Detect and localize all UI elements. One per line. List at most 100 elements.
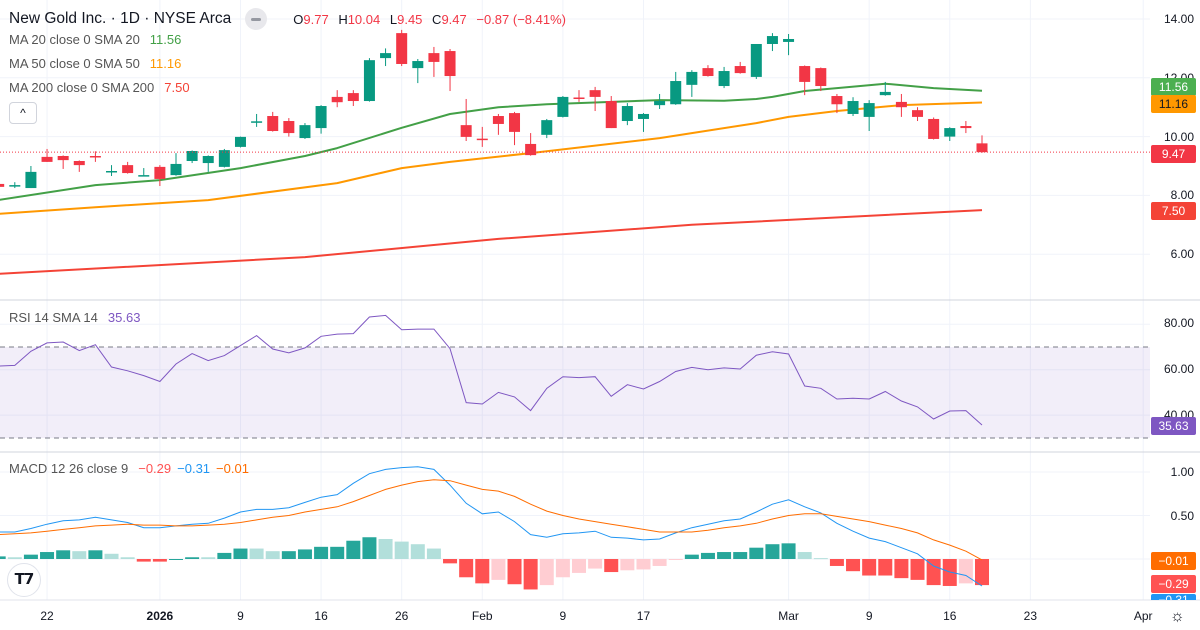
- macd-histogram-bar: [152, 559, 167, 562]
- candle-body: [396, 33, 408, 64]
- candle: [976, 135, 988, 153]
- macd-histogram-bar: [523, 559, 538, 590]
- ma200-value: 7.50: [164, 80, 190, 95]
- candle: [331, 90, 343, 108]
- macd-tick: 0.50: [1170, 509, 1194, 523]
- candle: [0, 183, 5, 187]
- candle-body: [315, 106, 327, 129]
- candle-body: [460, 125, 472, 137]
- time-tick: Mar: [778, 609, 799, 623]
- candle: [283, 118, 295, 137]
- open-value: 9.77: [303, 11, 329, 27]
- macd-pane: [0, 466, 989, 590]
- macd-histogram-bar: [862, 559, 877, 576]
- candle: [315, 105, 327, 134]
- macd-histogram-bar: [765, 544, 780, 559]
- time-tick: 9: [559, 609, 567, 623]
- candle-body: [557, 96, 569, 117]
- tradingview-logo[interactable]: 𝗧𝟳: [7, 563, 41, 597]
- candle: [9, 182, 21, 189]
- macd-histogram-bar: [668, 559, 683, 560]
- candle: [299, 123, 311, 139]
- ma20-line: [0, 82, 983, 201]
- legend-ma50[interactable]: MA 50 close 0 SMA 50 11.16: [9, 56, 181, 71]
- candle: [218, 148, 230, 168]
- candle: [170, 153, 182, 176]
- candle: [863, 100, 875, 132]
- candle: [960, 121, 972, 134]
- candle: [138, 168, 150, 177]
- candle-body: [476, 138, 488, 141]
- ma200-line: [0, 209, 983, 275]
- candle-body: [895, 101, 907, 108]
- candle-body: [734, 66, 746, 74]
- time-tick: 16: [314, 609, 328, 623]
- candle-body: [944, 128, 956, 137]
- macd-histogram-bar: [749, 547, 764, 559]
- candle-body: [509, 113, 521, 132]
- collapse-legend-button[interactable]: ^: [9, 102, 37, 124]
- candle-body: [879, 91, 891, 96]
- settings-gear-icon[interactable]: ☼: [1170, 608, 1185, 625]
- candle-body: [718, 71, 730, 87]
- symbol-title[interactable]: New Gold Inc. · 1D · NYSE Arca: [9, 10, 232, 27]
- candle: [573, 90, 585, 102]
- legend-macd[interactable]: MACD 12 26 close 9 −0.29 −0.31 −0.01: [9, 461, 249, 476]
- candle: [750, 43, 762, 79]
- time-tick: 9: [865, 609, 873, 623]
- macd-histogram-bar: [265, 551, 280, 559]
- candle: [428, 46, 440, 77]
- candle-body: [847, 101, 859, 114]
- high-value: 10.04: [347, 11, 381, 27]
- low-label: L: [389, 11, 398, 27]
- candle-body: [815, 68, 827, 87]
- macd-histogram-bar: [700, 552, 715, 559]
- time-tick: Feb: [471, 609, 493, 623]
- candle-body: [654, 101, 666, 106]
- candle: [122, 161, 134, 174]
- minus-icon[interactable]: [245, 8, 268, 30]
- symbol-header: New Gold Inc. · 1D · NYSE Arca O9.77 H10…: [9, 8, 566, 30]
- legend-rsi[interactable]: RSI 14 SMA 14 35.63: [9, 310, 140, 325]
- macd-histogram-bar: [72, 551, 87, 559]
- legend-ma200[interactable]: MA 200 close 0 SMA 200 7.50: [9, 80, 190, 95]
- candle: [509, 111, 521, 146]
- ma50-label: MA 50 close 0 SMA 50: [9, 56, 140, 71]
- candle-body: [234, 136, 246, 147]
- macd-histogram-bar: [684, 554, 699, 559]
- candle: [541, 118, 553, 139]
- time-tick: 9: [237, 609, 244, 623]
- macd-histogram-bar: [781, 543, 796, 559]
- candle: [944, 127, 956, 142]
- legend-ma20[interactable]: MA 20 close 0 SMA 20 11.56: [9, 32, 181, 47]
- last-price-tag: 9.47: [1151, 145, 1196, 163]
- candle: [460, 98, 472, 142]
- low-value: 9.45: [397, 11, 423, 27]
- candle: [41, 148, 53, 162]
- macd-histogram-bar: [894, 559, 909, 579]
- candle: [251, 113, 263, 127]
- macd-histogram-bar: [636, 559, 651, 570]
- candle-body: [799, 66, 811, 82]
- candle-body: [428, 53, 440, 62]
- tradingview-logo-text: 𝗧𝟳: [14, 571, 35, 588]
- candle: [686, 70, 698, 97]
- time-tick: 26: [394, 609, 409, 623]
- rsi-band-fill: [0, 347, 1150, 438]
- macd-histogram-bar: [217, 552, 232, 559]
- macd-histogram-bar: [0, 556, 6, 559]
- ma50-price-tag: 11.16: [1151, 95, 1196, 113]
- candle: [347, 90, 359, 107]
- rsi-pane: [0, 314, 983, 426]
- candle: [396, 29, 408, 67]
- candle-body: [541, 120, 553, 135]
- macd-histogram-bar: [56, 550, 71, 559]
- candle-body: [863, 103, 875, 117]
- candle-body: [492, 116, 504, 124]
- macd-tick: 1.00: [1170, 465, 1194, 479]
- candle: [476, 126, 488, 147]
- candle: [73, 160, 85, 172]
- candle: [25, 166, 37, 189]
- candle-body: [0, 183, 5, 187]
